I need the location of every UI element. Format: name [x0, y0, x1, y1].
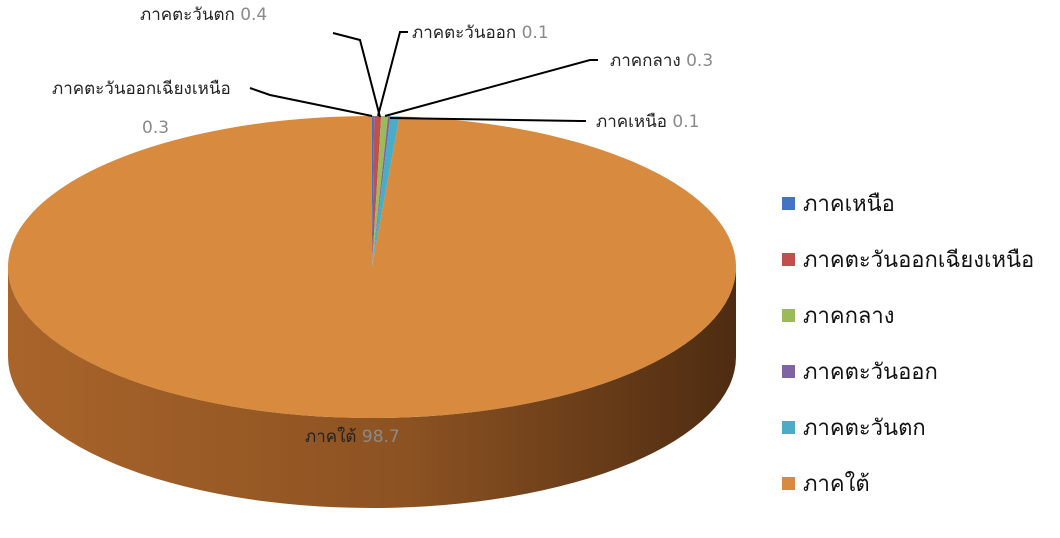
pie-slice-northeast	[372, 116, 382, 267]
label-east: ภาคตะวันออก 0.1	[412, 23, 549, 43]
pie-slice-north	[372, 116, 375, 267]
pie-slice-west	[372, 116, 400, 267]
leader-line-northeast	[249, 87, 373, 117]
label-northeast: ภาคตะวันออกเฉียงเหนือ	[52, 79, 231, 99]
legend-label-west: ภาคตะวันตก	[803, 416, 926, 441]
legend-label-east: ภาคตะวันออก	[803, 360, 938, 385]
label-north: ภาคเหนือ 0.1	[596, 112, 699, 132]
leader-lines	[249, 31, 598, 122]
leader-line-east	[377, 31, 408, 117]
legend-label-south: ภาคใต้	[803, 471, 870, 497]
legend-label-northeast: ภาคตะวันออกเฉียงเหนือ	[803, 248, 1034, 273]
leader-line-west	[332, 32, 381, 118]
legend-label-central: ภาคกลาง	[803, 304, 894, 329]
legend-swatch-central	[782, 309, 795, 322]
legend-swatch-south	[782, 477, 795, 490]
pie-slice-east	[372, 116, 391, 267]
leader-line-north	[389, 117, 586, 122]
legend-swatch-northeast	[782, 253, 795, 266]
legend: ภาคเหนือ ภาคตะวันออกเฉียงเหนือ ภาคกลาง ภ…	[782, 192, 1034, 497]
legend-label-north: ภาคเหนือ	[803, 192, 895, 217]
label-central: ภาคกลาง 0.3	[610, 51, 713, 71]
legend-swatch-north	[782, 197, 795, 210]
legend-swatch-west	[782, 421, 795, 434]
legend-swatch-east	[782, 365, 795, 378]
label-northeast-value: 0.3	[142, 118, 169, 138]
pie-side-wall	[8, 267, 736, 508]
pie-slice-south	[8, 115, 737, 418]
label-west: ภาคตะวันตก 0.4	[140, 5, 267, 25]
label-south: ภาคใต้ 98.7	[305, 426, 400, 447]
leader-line-central	[384, 59, 598, 117]
pie-slice-central	[372, 116, 389, 267]
